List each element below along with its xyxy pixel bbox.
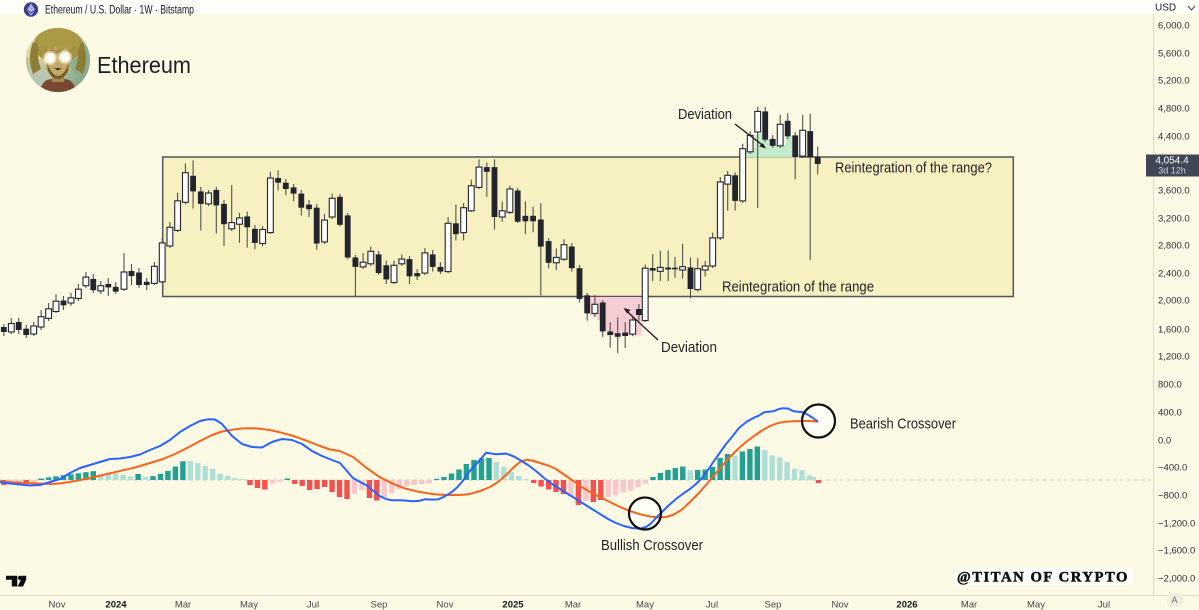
svg-text:2024: 2024 [105, 600, 127, 610]
svg-text:4,400.0: 4,400.0 [1158, 132, 1190, 143]
svg-text:3d 12h: 3d 12h [1158, 166, 1186, 176]
svg-text:May: May [636, 600, 654, 610]
svg-text:1,200.0: 1,200.0 [1158, 352, 1190, 363]
svg-text:Mar: Mar [565, 600, 581, 610]
svg-text:Mar: Mar [961, 600, 977, 610]
svg-text:0.0: 0.0 [1158, 436, 1171, 447]
svg-text:Reintegration of the range?: Reintegration of the range? [835, 161, 992, 177]
svg-text:Deviation: Deviation [678, 107, 732, 123]
svg-text:Ethereum / U.S. Dollar · 1W ·: Ethereum / U.S. Dollar · 1W · Bitstamp [45, 5, 194, 17]
svg-text:Jul: Jul [1098, 600, 1110, 610]
svg-text:A: A [1171, 595, 1177, 605]
svg-text:Nov: Nov [49, 600, 66, 610]
svg-text:Sep: Sep [765, 600, 782, 610]
svg-text:Reintegration of the range: Reintegration of the range [722, 280, 874, 296]
svg-text:Nov: Nov [832, 600, 849, 610]
svg-text:2025: 2025 [502, 600, 524, 610]
svg-text:1,600.0: 1,600.0 [1158, 325, 1190, 336]
svg-text:USD: USD [1155, 3, 1176, 14]
svg-text:−400.0: −400.0 [1158, 463, 1187, 474]
svg-text:3,200.0: 3,200.0 [1158, 214, 1190, 225]
svg-text:−1,200.0: −1,200.0 [1158, 519, 1195, 530]
svg-text:Nov: Nov [437, 600, 454, 610]
svg-text:−800.0: −800.0 [1158, 491, 1187, 502]
svg-text:May: May [240, 600, 258, 610]
svg-text:−1,600.0: −1,600.0 [1158, 546, 1195, 557]
svg-text:800.0: 800.0 [1158, 380, 1182, 391]
svg-text:Bearish Crossover: Bearish Crossover [850, 417, 956, 433]
svg-text:2,000.0: 2,000.0 [1158, 296, 1190, 307]
svg-text:2,400.0: 2,400.0 [1158, 269, 1190, 280]
svg-text:6,000.0: 6,000.0 [1158, 21, 1190, 32]
svg-text:Bullish Crossover: Bullish Crossover [601, 538, 703, 554]
svg-text:−2,000.0: −2,000.0 [1158, 574, 1195, 585]
svg-text:Jul: Jul [706, 600, 718, 610]
svg-text:5,200.0: 5,200.0 [1158, 76, 1190, 87]
svg-text:Deviation: Deviation [661, 340, 717, 356]
svg-text:Jul: Jul [307, 600, 319, 610]
svg-text:4,054.4: 4,054.4 [1155, 156, 1189, 167]
svg-text:400.0: 400.0 [1158, 408, 1182, 419]
svg-text:@TITAN OF CRYPTO: @TITAN OF CRYPTO [957, 570, 1129, 586]
svg-text:Ethereum: Ethereum [97, 52, 191, 78]
svg-text:May: May [1027, 600, 1045, 610]
svg-text:5,600.0: 5,600.0 [1158, 49, 1190, 60]
svg-text:2,800.0: 2,800.0 [1158, 241, 1190, 252]
svg-text:Sep: Sep [371, 600, 388, 610]
svg-text:4,800.0: 4,800.0 [1158, 104, 1190, 115]
svg-text:3,600.0: 3,600.0 [1158, 186, 1190, 197]
svg-text:2026: 2026 [896, 600, 917, 610]
svg-text:Mar: Mar [175, 600, 191, 610]
